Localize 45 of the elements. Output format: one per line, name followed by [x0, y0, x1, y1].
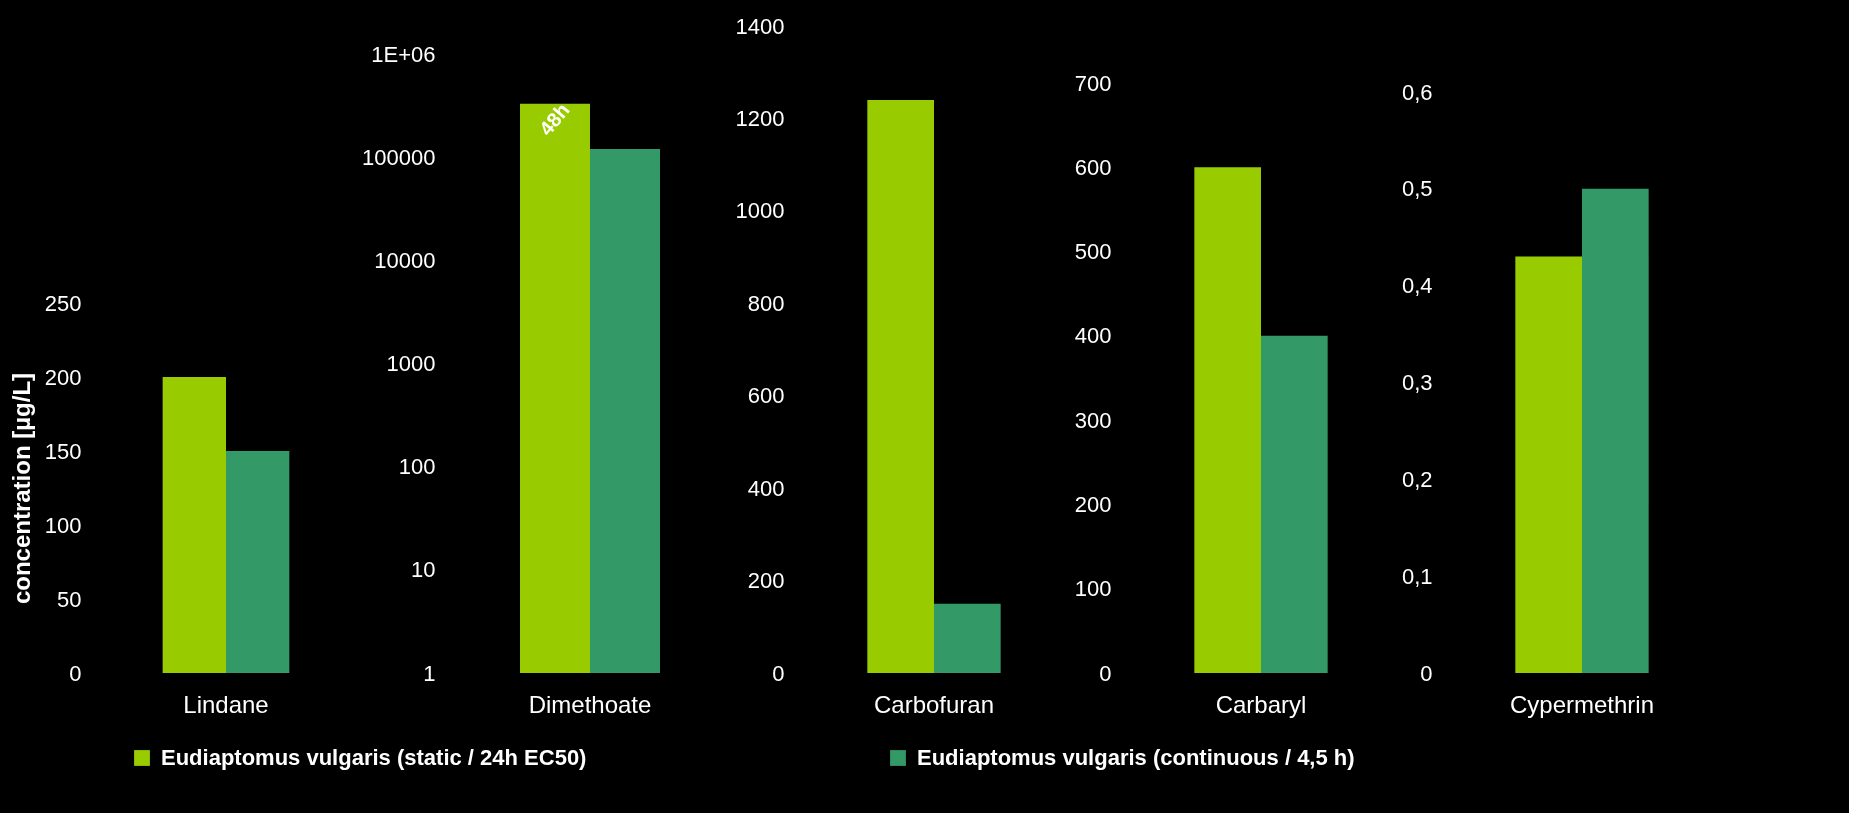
y-tick-label: 0,3: [1401, 370, 1433, 395]
y-tick-label: 0,1: [1401, 563, 1433, 589]
y-tick-label: 0,2: [1401, 466, 1433, 492]
y-axis-title: concentration [µg/L]: [7, 372, 35, 605]
y-tick-label: 250: [44, 290, 82, 316]
y-tick-label: 400: [747, 475, 785, 501]
y-tick-label: 300: [1074, 407, 1112, 433]
y-tick-label: 800: [747, 290, 785, 316]
x-tick-label: Carbofuran: [873, 690, 995, 718]
y-tick-label: 100000: [362, 144, 436, 170]
legend-label: Eudiaptomus vulgaris (continuous / 4,5 h): [917, 745, 1355, 770]
y-tick-label: 0,4: [1401, 273, 1433, 299]
x-tick-label: Cypermethrin: [1509, 690, 1655, 718]
y-tick-label: 0,6: [1401, 79, 1433, 105]
y-tick-label: 600: [747, 383, 785, 409]
y-tick-label: 600: [1074, 154, 1112, 180]
legend-label: Eudiaptomus vulgaris (static / 24h EC50): [161, 745, 587, 770]
y-tick-label: 150: [44, 438, 82, 464]
y-tick-label: 200: [1074, 491, 1112, 517]
y-tick-label: 1000: [386, 351, 436, 376]
x-tick-label: Dimethoate: [528, 690, 652, 718]
y-tick-label: 1200: [735, 105, 785, 131]
y-tick-label: 1400: [735, 13, 785, 39]
y-tick-label: 50: [57, 586, 82, 612]
y-tick-label: 1: [423, 660, 436, 686]
y-tick-label: 200: [747, 568, 785, 594]
x-tick-label: Lindane: [183, 690, 269, 718]
y-tick-label: 100: [398, 454, 436, 480]
y-tick-label: 0: [1099, 660, 1112, 686]
y-tick-label: 0: [1420, 660, 1433, 686]
y-tick-label: 200: [44, 364, 82, 390]
y-tick-label: 0,5: [1401, 176, 1433, 202]
y-tick-label: 100: [44, 512, 82, 538]
y-tick-label: 700: [1074, 70, 1112, 96]
y-tick-label: 1E+06: [371, 41, 436, 67]
y-tick-label: 10: [411, 557, 436, 583]
x-tick-label: Carbaryl: [1215, 690, 1307, 718]
y-tick-label: 500: [1074, 239, 1112, 265]
y-tick-label: 100: [1074, 576, 1112, 602]
annotation: 48h: [534, 98, 574, 140]
y-tick-label: 10000: [374, 247, 436, 273]
y-tick-label: 1000: [735, 198, 785, 224]
y-tick-label: 0: [69, 660, 82, 686]
y-tick-label: 0: [772, 660, 785, 686]
y-tick-label: 400: [1074, 323, 1112, 349]
